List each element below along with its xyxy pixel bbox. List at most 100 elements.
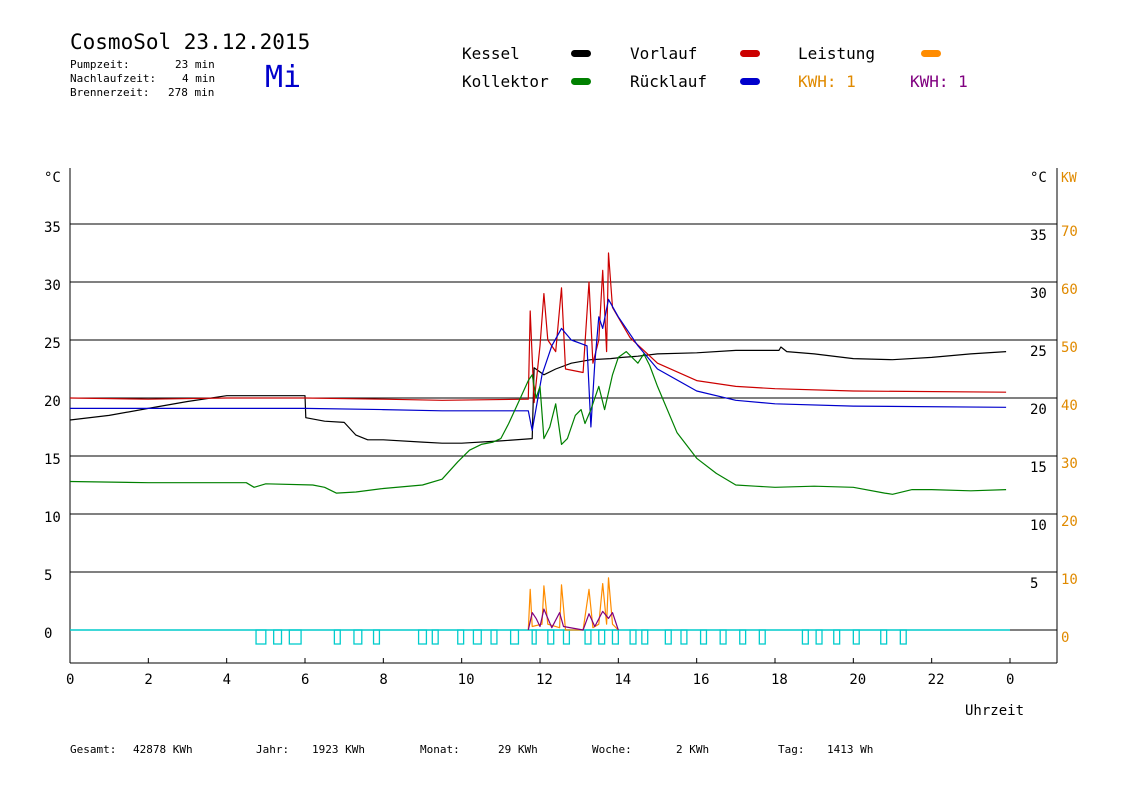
y-tick-label-left: 0	[44, 626, 52, 642]
pump-marker	[255, 629, 267, 645]
x-tick-label: 20	[849, 672, 866, 688]
nachlauf-time-value: 4 min	[182, 72, 216, 85]
pump-time-label: Pumpzeit:	[70, 58, 130, 71]
x-tick-label: 8	[379, 672, 387, 688]
pump-marker	[472, 629, 482, 645]
y-axis-label-kw: KW	[1061, 171, 1077, 186]
y-tick-label-kw: 30	[1061, 456, 1078, 472]
brenner-time-value: 278 min	[168, 86, 215, 99]
pump-marker	[353, 629, 363, 645]
legend-kollektor-swatch	[571, 78, 591, 85]
x-tick-label: 12	[536, 672, 553, 688]
pump-marker	[417, 629, 428, 645]
legend-leistung-swatch	[921, 50, 941, 57]
pump-marker	[833, 629, 841, 645]
series-kessel	[69, 346, 1007, 444]
y-tick-label-kw: 50	[1061, 340, 1078, 356]
pump-marker	[758, 629, 766, 645]
footer-monat-label: Monat:	[420, 743, 460, 756]
pump-marker	[547, 629, 555, 645]
y-tick-label-left: 35	[44, 220, 61, 236]
footer-tag-label: Tag:	[778, 743, 805, 756]
legend-vorlauf-label: Vorlauf	[630, 44, 698, 63]
pump-marker	[899, 629, 907, 645]
legend-kwh-orange: KWH: 1	[798, 72, 856, 91]
x-tick-label: 6	[301, 672, 309, 688]
legend-vorlauf-swatch	[740, 50, 760, 57]
footer-woche-value: 2 KWh	[676, 743, 710, 756]
legend-ruecklauf-swatch	[740, 78, 760, 85]
pump-marker	[664, 629, 672, 645]
footer-tag-value: 1413 Wh	[827, 743, 874, 756]
pump-marker	[584, 629, 592, 645]
pump-marker	[641, 629, 649, 645]
x-tick-label: 2	[144, 672, 152, 688]
y-tick-label-right: 5	[1030, 576, 1038, 592]
y-tick-label-right: 30	[1030, 286, 1047, 302]
pump-time-value: 23 min	[175, 58, 215, 71]
pump-marker	[598, 629, 606, 645]
legend-ruecklauf-label: Rücklauf	[630, 72, 708, 91]
x-tick-label: 0	[66, 672, 74, 688]
y-tick-label-kw: 0	[1061, 630, 1069, 646]
series-vorlauf	[69, 252, 1007, 404]
footer-gesamt-value: 42878 KWh	[133, 743, 193, 756]
y-tick-label-left: 5	[44, 568, 52, 584]
y-tick-label-left: 25	[44, 336, 61, 352]
pump-marker	[739, 629, 747, 645]
y-tick-label-kw: 70	[1061, 224, 1078, 240]
y-tick-label-kw: 40	[1061, 398, 1078, 414]
pump-marker	[680, 629, 688, 645]
pump-marker	[457, 629, 465, 645]
footer-jahr-label: Jahr:	[256, 743, 290, 756]
pump-marker	[531, 629, 537, 645]
pump-marker	[699, 629, 708, 645]
footer-woche-label: Woche:	[592, 743, 632, 756]
pump-marker	[288, 629, 302, 645]
series-leistung	[527, 577, 619, 631]
x-tick-label: 10	[458, 672, 475, 688]
x-axis-label: Uhrzeit	[965, 703, 1024, 719]
y-tick-label-right: 25	[1030, 344, 1047, 360]
nachlauf-time-label: Nachlaufzeit:	[70, 72, 157, 85]
y-axis-label-left: °C	[44, 170, 61, 186]
pump-marker	[509, 629, 520, 645]
footer-monat-value: 29 KWh	[498, 743, 538, 756]
y-tick-label-kw: 10	[1061, 572, 1078, 588]
pump-marker	[719, 629, 727, 645]
legend-leistung-label: Leistung	[798, 44, 876, 63]
brenner-time-label: Brennerzeit:	[70, 86, 150, 99]
y-axis-label-right: °C	[1030, 170, 1047, 186]
y-tick-label-left: 15	[44, 452, 61, 468]
pump-marker	[431, 629, 439, 645]
weekday-label: Mi	[265, 60, 302, 95]
legend-kollektor-label: Kollektor	[462, 72, 549, 91]
pump-marker	[490, 629, 498, 645]
pump-marker	[880, 629, 888, 645]
series-kwh_purple	[527, 608, 619, 631]
y-tick-label-kw: 60	[1061, 282, 1078, 298]
y-tick-label-right: 15	[1030, 460, 1047, 476]
series-kollektor	[69, 351, 1007, 495]
x-tick-label: 18	[771, 672, 788, 688]
x-tick-label: 0	[1006, 672, 1014, 688]
legend-kessel-label: Kessel	[462, 44, 520, 63]
pump-marker	[372, 629, 381, 645]
legend-kessel-swatch	[571, 50, 591, 57]
pump-marker	[815, 629, 823, 645]
y-tick-label-left: 20	[44, 394, 61, 410]
pump-marker	[852, 629, 860, 645]
y-tick-label-kw: 20	[1061, 514, 1078, 530]
x-tick-label: 16	[693, 672, 710, 688]
pump-marker	[333, 629, 341, 645]
footer-gesamt-label: Gesamt:	[70, 743, 117, 756]
x-tick-label: 22	[928, 672, 945, 688]
y-tick-label-left: 30	[44, 278, 61, 294]
pump-marker	[629, 629, 637, 645]
pump-marker	[273, 629, 283, 645]
y-tick-label-right: 35	[1030, 228, 1047, 244]
x-tick-label: 14	[614, 672, 631, 688]
y-tick-label-right: 10	[1030, 518, 1047, 534]
pump-marker	[801, 629, 809, 645]
